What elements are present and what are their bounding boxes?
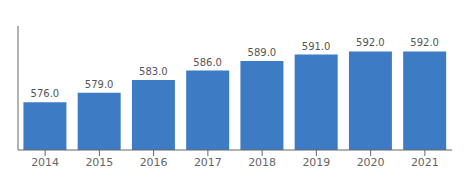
svg-text:586.0: 586.0: [193, 57, 222, 68]
svg-text:2019: 2019: [302, 156, 330, 169]
svg-text:592.0: 592.0: [410, 37, 439, 48]
svg-text:2016: 2016: [140, 156, 168, 169]
svg-text:576.0: 576.0: [31, 88, 60, 99]
svg-text:2018: 2018: [248, 156, 276, 169]
svg-text:2015: 2015: [85, 156, 113, 169]
svg-text:583.0: 583.0: [139, 66, 168, 77]
svg-text:2021: 2021: [411, 156, 439, 169]
svg-text:592.0: 592.0: [356, 37, 385, 48]
svg-text:591.0: 591.0: [302, 41, 331, 52]
svg-text:589.0: 589.0: [248, 47, 277, 58]
svg-text:2020: 2020: [357, 156, 385, 169]
svg-text:579.0: 579.0: [85, 79, 114, 90]
svg-text:2014: 2014: [31, 156, 59, 169]
svg-text:2017: 2017: [194, 156, 222, 169]
